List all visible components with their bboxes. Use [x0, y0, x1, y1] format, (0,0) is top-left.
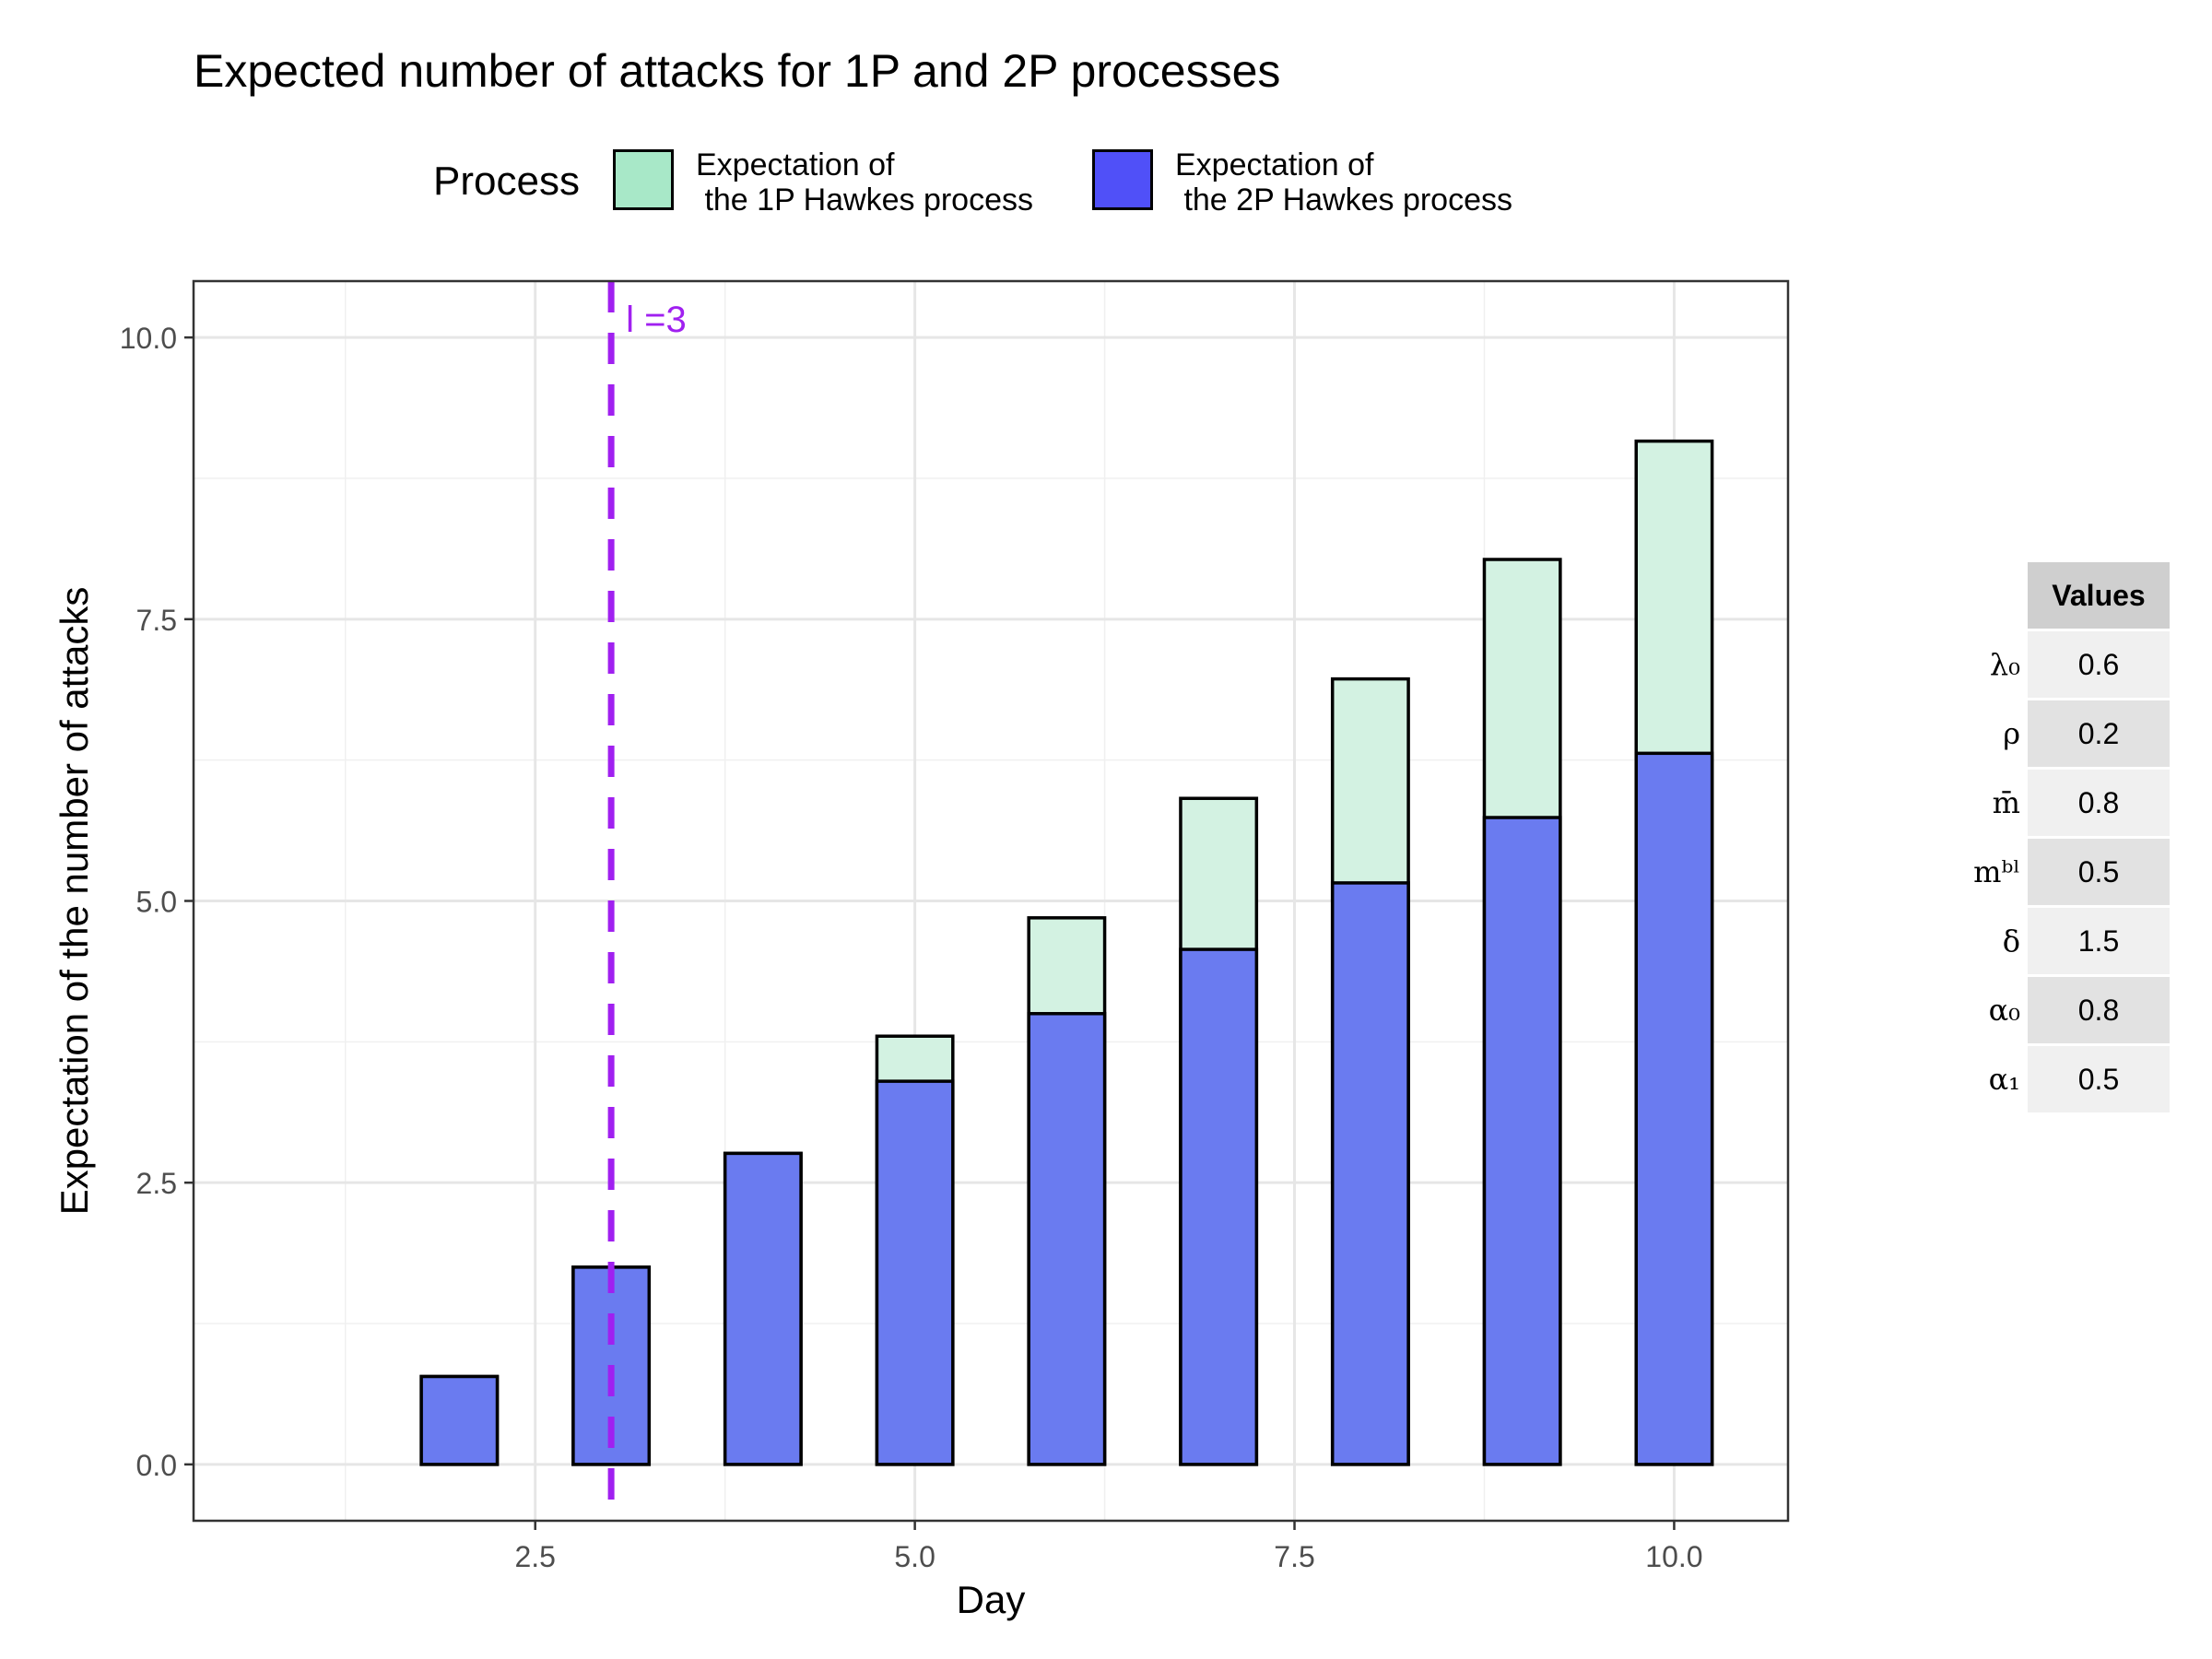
parameter-value: 0.5 — [2028, 1046, 2170, 1112]
legend-label-2p: Expectation of the 2P Hawkes process — [1175, 147, 1512, 218]
parameter-row: α₁ 0.5 — [1954, 1046, 2170, 1112]
y-tick-label: 10.0 — [120, 322, 177, 355]
bar-2p-day-6 — [1027, 1012, 1107, 1466]
parameter-label: δ — [2002, 924, 2020, 959]
parameter-value: 0.6 — [2028, 631, 2170, 698]
parameter-label: ρ — [2003, 716, 2020, 751]
legend-key-1p — [613, 149, 674, 210]
x-tick-label: 10.0 — [1645, 1540, 1702, 1573]
y-tick-label: 0.0 — [136, 1449, 177, 1482]
parameter-label: mᵇˡ — [1973, 854, 2020, 889]
parameter-table-header: Values — [2028, 562, 2170, 629]
parameter-value: 0.8 — [2028, 977, 2170, 1043]
bar-2p-day-7 — [1179, 947, 1259, 1466]
y-tick-label: 7.5 — [136, 604, 177, 637]
parameter-value: 0.5 — [2028, 839, 2170, 905]
y-tick-label: 2.5 — [136, 1167, 177, 1200]
legend-key-2p — [1092, 149, 1153, 210]
bar-2p-day-8 — [1330, 881, 1410, 1466]
threshold-label: l =3 — [626, 300, 687, 340]
legend-label-1p: Expectation of the 1P Hawkes process — [696, 147, 1033, 218]
bar-2p-day-2 — [419, 1374, 500, 1466]
x-tick-label: 2.5 — [514, 1540, 555, 1573]
bar-2p-day-9 — [1482, 816, 1562, 1466]
y-tick-label: 5.0 — [136, 886, 177, 919]
x-axis-title: Day — [957, 1578, 1026, 1621]
parameter-label: α₁ — [1988, 1062, 2020, 1097]
x-tick-label: 7.5 — [1274, 1540, 1314, 1573]
bar-2p-day-4 — [723, 1151, 803, 1466]
parameter-row: m̄ 0.8 — [1954, 770, 2170, 836]
parameter-label: m̄ — [1992, 785, 2020, 820]
legend-title: Process — [433, 159, 580, 204]
parameter-value: 1.5 — [2028, 908, 2170, 974]
parameter-label: λ₀ — [1989, 647, 2020, 682]
bar-2p-day-5 — [875, 1079, 955, 1466]
parameter-value: 0.2 — [2028, 700, 2170, 767]
parameter-label: α₀ — [1988, 993, 2020, 1028]
parameter-row: λ₀ 0.6 — [1954, 631, 2170, 698]
parameter-row: ρ 0.2 — [1954, 700, 2170, 767]
parameter-row: α₀ 0.8 — [1954, 977, 2170, 1043]
x-tick-label: 5.0 — [894, 1540, 935, 1573]
chart-title: Expected number of attacks for 1P and 2P… — [194, 45, 1281, 97]
y-axis-title: Expectation of the number of attacks — [53, 587, 96, 1216]
parameter-row: δ 1.5 — [1954, 908, 2170, 974]
parameter-row: mᵇˡ 0.5 — [1954, 839, 2170, 905]
parameter-value: 0.8 — [2028, 770, 2170, 836]
bar-2p-day-10 — [1634, 751, 1714, 1466]
